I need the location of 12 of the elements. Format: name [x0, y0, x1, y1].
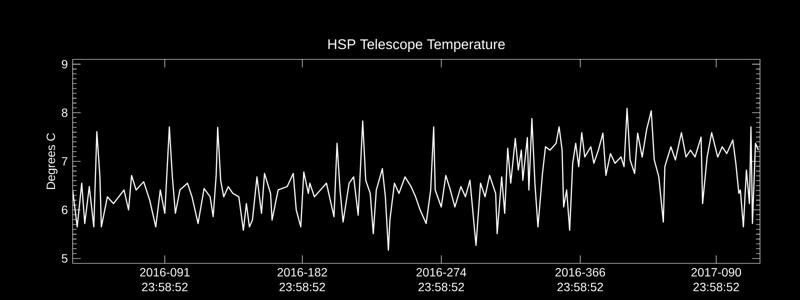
x-tick-label: 2016-182 23:58:52 — [278, 268, 328, 292]
y-tick-label: 9 — [62, 60, 68, 68]
x-tick-label: 2016-091 23:58:52 — [140, 268, 190, 292]
y-tick-label: 8 — [62, 108, 68, 118]
y-tick-label: 6 — [62, 206, 68, 214]
x-tick-label: 2017-090 23:58:52 — [691, 268, 742, 292]
chart-title: HSP Telescope Temperature — [328, 38, 505, 52]
y-tick-label: 7 — [62, 157, 68, 166]
x-tick-label: 2016-366 23:58:52 — [555, 268, 606, 292]
x-tick-label: 2016-274 23:58:52 — [416, 268, 466, 292]
y-tick-label: 5 — [62, 254, 68, 263]
y-axis-title: Degrees C — [46, 133, 58, 190]
